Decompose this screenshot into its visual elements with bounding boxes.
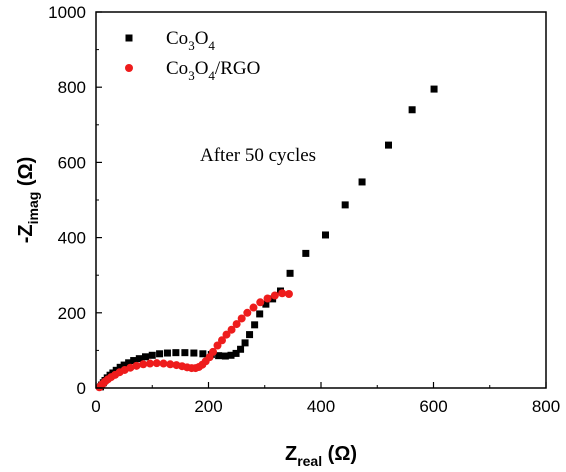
data-point	[232, 349, 240, 357]
data-point	[172, 349, 180, 357]
data-point	[209, 347, 217, 356]
data-point	[263, 294, 272, 303]
legend-label-part: 4	[208, 68, 215, 83]
data-point	[135, 355, 143, 363]
data-point	[132, 361, 141, 370]
legend-item-co3o4-rgo: Co3O4/RGO	[125, 58, 260, 83]
data-point	[270, 291, 279, 300]
legend-item-co3o4: Co3O4	[125, 28, 215, 53]
data-point	[163, 349, 171, 357]
data-point	[269, 295, 277, 303]
data-point	[166, 360, 175, 369]
data-point	[125, 359, 133, 367]
data-point	[156, 350, 164, 358]
data-point	[181, 349, 189, 357]
data-point	[232, 320, 241, 329]
series-co3o4	[97, 85, 438, 391]
y-tick-label: 600	[58, 153, 86, 172]
data-point	[190, 349, 198, 357]
legend-label: Co3O4	[166, 28, 215, 53]
data-point	[385, 141, 392, 149]
data-point	[222, 330, 231, 339]
data-point	[237, 314, 246, 323]
x-title-unit: (Ω)	[322, 443, 357, 465]
data-point	[126, 363, 135, 372]
legend-marker	[125, 64, 133, 72]
data-point	[284, 290, 293, 298]
legend-label-part: Co	[166, 58, 188, 79]
data-point	[152, 359, 161, 368]
data-point	[341, 201, 349, 209]
data-point	[256, 298, 265, 307]
y-title-sub: imag	[25, 192, 41, 225]
legend-label-part: O	[195, 28, 209, 49]
plot-frame	[95, 11, 547, 389]
data-point	[286, 269, 294, 277]
y-tick-label: 1000	[48, 3, 86, 22]
data-point	[159, 359, 168, 368]
data-point	[237, 345, 245, 353]
y-axis-title: -Zimag (Ω)	[15, 157, 41, 244]
legend-label-part: 3	[188, 38, 195, 53]
y-tick-label: 400	[58, 229, 86, 248]
data-point	[430, 85, 438, 93]
data-point	[130, 357, 138, 365]
legend-marker	[125, 34, 133, 42]
data-point	[221, 352, 229, 360]
legend-label-part: /RGO	[215, 58, 260, 79]
data-point	[227, 325, 236, 334]
x-axis-title: Zreal (Ω)	[285, 443, 357, 469]
data-point	[120, 361, 128, 369]
data-point	[139, 360, 148, 369]
x-tick-label: 800	[532, 397, 560, 416]
legend-label-part: O	[195, 58, 209, 79]
data-point	[256, 310, 264, 318]
x-title-main: Z	[285, 443, 297, 465]
data-point	[215, 352, 223, 360]
annotation-text: After 50 cycles	[200, 145, 316, 166]
y-tick-label: 0	[77, 379, 86, 398]
data-point	[408, 106, 416, 114]
plot-marks	[95, 85, 438, 392]
data-point	[322, 231, 329, 239]
data-point	[358, 178, 366, 186]
data-point	[213, 341, 222, 350]
x-title-sub: real	[297, 453, 322, 469]
data-point	[116, 363, 124, 371]
data-point	[251, 321, 259, 329]
series-co3o4-rgo	[95, 289, 293, 392]
data-point	[249, 303, 258, 312]
data-point	[199, 350, 207, 358]
data-point	[148, 351, 156, 359]
data-point	[146, 359, 154, 368]
data-point	[241, 339, 249, 347]
y-tick-label: 800	[58, 78, 86, 97]
data-point	[246, 331, 254, 339]
data-point	[302, 249, 310, 257]
data-point	[142, 353, 149, 361]
x-tick-label: 600	[419, 397, 447, 416]
legend-label: Co3O4/RGO	[166, 58, 260, 83]
data-point	[243, 308, 252, 317]
data-point	[278, 289, 287, 298]
x-tick-label: 0	[91, 397, 100, 416]
x-tick-label: 200	[194, 397, 222, 416]
y-tick-label: 200	[58, 304, 86, 323]
legend-label-part: 3	[188, 68, 195, 83]
legend-label-part: Co	[166, 28, 188, 49]
y-title-unit: (Ω)	[15, 157, 37, 192]
axis-ticks: 0 200 400 600 800 0 200 400 600 800 1000	[48, 3, 560, 416]
data-point	[227, 351, 235, 359]
data-point	[218, 336, 226, 345]
x-tick-label: 400	[307, 397, 335, 416]
data-point	[262, 300, 270, 308]
legend-label-part: 4	[208, 38, 215, 53]
y-title-main: -Z	[15, 224, 37, 243]
